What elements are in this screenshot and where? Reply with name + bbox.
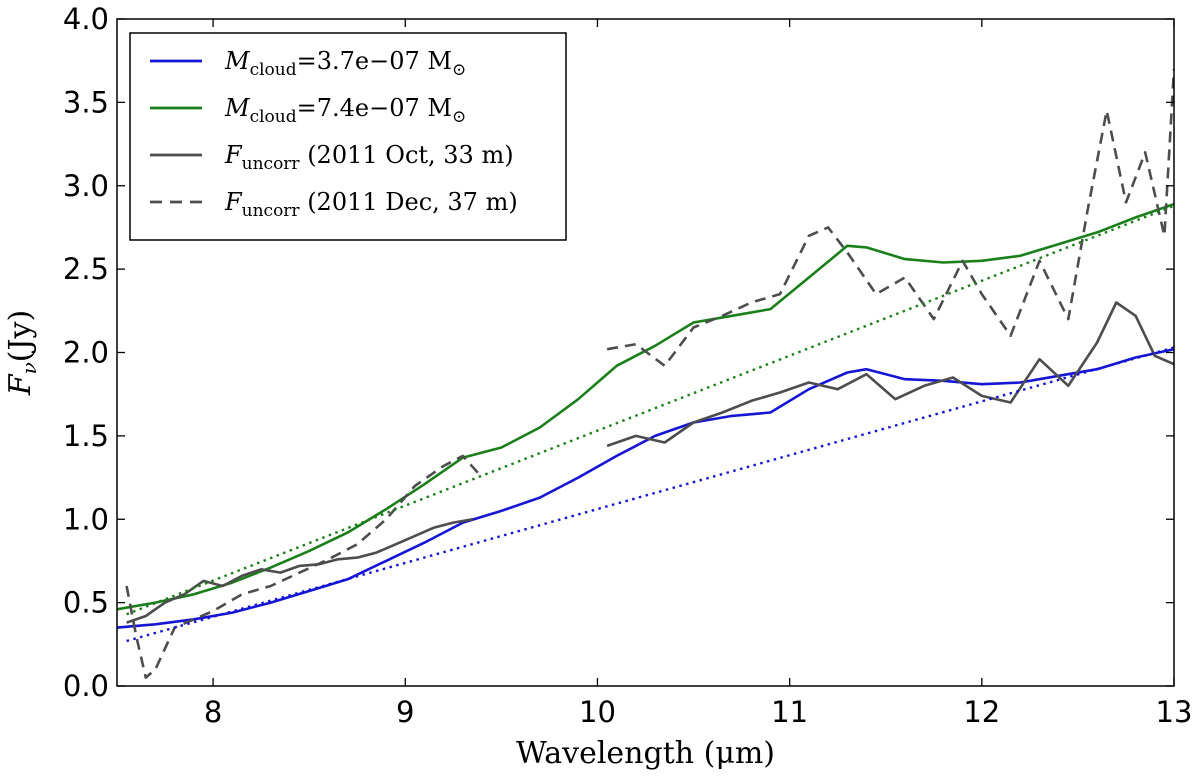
x-tick-label: 13	[1156, 695, 1193, 729]
y-tick-label: 1.5	[63, 419, 109, 453]
legend-box	[129, 32, 567, 241]
x-tick-label: 11	[771, 695, 808, 729]
y-tick-label: 2.5	[63, 252, 109, 286]
y-tick-label: 0.0	[63, 669, 109, 703]
series-line-2	[117, 202, 1174, 611]
series-line-6	[606, 68, 1174, 368]
ticks: 8 9 10 11 12 13 0.0 0.5 1.0 1.5 2.0 2.5 3.0 3.5 4.0	[63, 2, 1193, 729]
x-tick-label: 12	[963, 695, 1000, 729]
series-line-8	[126, 204, 1174, 616]
series-line-1	[117, 347, 1174, 629]
x-tick-label: 8	[204, 695, 222, 729]
legend: Mcloud=3.7e−07 M⊙ Mcloud=7.4e−07 M⊙ Funcor…	[129, 32, 567, 241]
y-axis-label-main: F	[3, 373, 38, 396]
y-axis-label-sub: ν	[17, 362, 41, 374]
legend-label-1: Mcloud=3.7e−07 M⊙	[224, 47, 466, 80]
y-axis-label-unit: (Jy)	[3, 310, 38, 362]
legend-label-2: Mcloud=7.4e−07 M⊙	[224, 94, 466, 127]
y-axis-label: Fν(Jy)	[3, 310, 41, 396]
x-tick-label: 10	[579, 695, 616, 729]
y-tick-label: 3.5	[63, 85, 109, 119]
x-tick-label: 9	[396, 695, 414, 729]
y-tick-label: 2.0	[63, 336, 109, 370]
y-tick-label: 4.0	[63, 2, 109, 36]
series-line-5	[125, 454, 484, 680]
plot-lines	[117, 68, 1174, 680]
y-tick-label: 1.0	[63, 502, 109, 536]
y-tick-label: 0.5	[63, 586, 109, 620]
series-line-7	[126, 346, 1174, 643]
series-line-3	[126, 518, 473, 624]
legend-label-3: Funcorr (2011 Oct, 33 m)	[224, 141, 514, 174]
y-tick-label: 3.0	[63, 169, 109, 203]
legend-label-4: Funcorr (2011 Dec, 37 m)	[224, 188, 518, 221]
series-line-4	[606, 301, 1174, 448]
x-axis-label: Wavelength (μm)	[516, 736, 775, 771]
